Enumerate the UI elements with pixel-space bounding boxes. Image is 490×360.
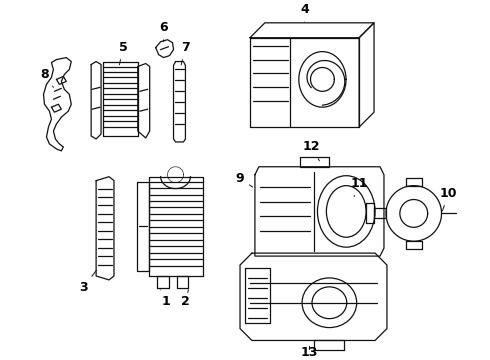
Text: 13: 13	[301, 346, 318, 359]
Text: 6: 6	[159, 21, 168, 42]
Text: 8: 8	[40, 68, 53, 87]
Text: 7: 7	[181, 41, 190, 65]
Text: 12: 12	[303, 140, 320, 161]
Text: 1: 1	[161, 290, 170, 308]
Text: 5: 5	[119, 41, 127, 65]
Text: 10: 10	[440, 187, 457, 211]
Text: 4: 4	[300, 4, 309, 22]
Text: 2: 2	[181, 290, 190, 308]
Text: 9: 9	[236, 172, 253, 187]
Text: 11: 11	[350, 177, 368, 197]
Text: 3: 3	[79, 270, 97, 294]
